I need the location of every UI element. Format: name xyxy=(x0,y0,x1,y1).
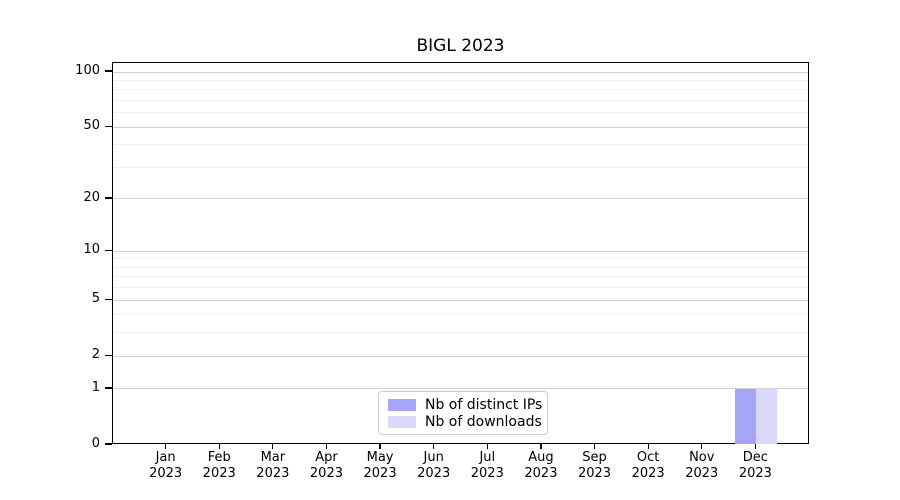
y-tick-1 xyxy=(105,387,112,389)
major-gridline-10 xyxy=(113,250,808,252)
x-tick-jan xyxy=(164,444,167,449)
minor-gridline-4 xyxy=(113,314,808,316)
x-tick-label-feb: Feb 2023 xyxy=(202,450,236,481)
legend-swatch-1 xyxy=(388,416,416,428)
major-gridline-5 xyxy=(113,299,808,301)
minor-gridline-40 xyxy=(113,144,808,146)
minor-gridline-80 xyxy=(113,89,808,91)
y-tick-2 xyxy=(105,354,112,356)
x-tick-label-aug: Aug 2023 xyxy=(524,450,558,481)
y-tick-20 xyxy=(105,197,112,199)
minor-gridline-8 xyxy=(113,266,808,268)
legend-entry-0: Nb of distinct IPs xyxy=(388,397,543,413)
y-tick-label-1: 1 xyxy=(91,379,100,395)
x-tick-label-oct: Oct 2023 xyxy=(631,450,665,481)
x-tick-label-jul: Jul 2023 xyxy=(470,450,504,481)
x-tick-mar xyxy=(272,444,274,449)
x-tick-label-jun: Jun 2023 xyxy=(417,450,451,481)
x-tick-sep xyxy=(593,444,596,449)
y-tick-100 xyxy=(105,70,112,72)
minor-gridline-6 xyxy=(113,287,808,289)
plot-area: Nb of distinct IPs Nb of downloads xyxy=(112,62,809,444)
legend-swatch-0 xyxy=(388,399,416,411)
minor-gridline-60 xyxy=(113,112,808,114)
major-gridline-2 xyxy=(113,355,808,357)
minor-gridline-70 xyxy=(113,100,808,102)
x-tick-apr xyxy=(325,444,328,449)
y-tick-50 xyxy=(105,125,112,127)
x-tick-label-dec: Dec 2023 xyxy=(738,450,772,481)
y-tick-10 xyxy=(105,249,112,251)
y-tick-label-20: 20 xyxy=(83,189,100,205)
y-tick-label-2: 2 xyxy=(91,347,100,363)
x-tick-label-jan: Jan 2023 xyxy=(149,450,183,481)
y-tick-label-5: 5 xyxy=(91,291,100,307)
minor-gridline-3 xyxy=(113,332,808,334)
bar-dec-downloads xyxy=(756,388,778,444)
major-gridline-50 xyxy=(113,126,808,128)
y-tick-label-100: 100 xyxy=(75,63,100,79)
major-gridline-100 xyxy=(113,71,808,73)
x-tick-label-nov: Nov 2023 xyxy=(685,450,719,481)
x-tick-label-mar: Mar 2023 xyxy=(256,450,290,481)
y-tick-label-10: 10 xyxy=(83,242,100,258)
x-tick-may xyxy=(379,444,381,449)
x-tick-label-apr: Apr 2023 xyxy=(309,450,343,481)
x-tick-oct xyxy=(647,444,649,449)
bar-dec-distinct-ips xyxy=(735,388,757,444)
y-tick-5 xyxy=(105,298,112,300)
x-tick-label-sep: Sep 2023 xyxy=(577,450,612,481)
x-tick-label-may: May 2023 xyxy=(363,450,397,481)
x-tick-jul xyxy=(486,444,488,449)
x-tick-feb xyxy=(218,444,220,449)
x-tick-jun xyxy=(433,444,435,449)
legend-entry-1: Nb of downloads xyxy=(388,414,542,430)
legend: Nb of distinct IPs Nb of downloads xyxy=(378,391,548,435)
major-gridline-20 xyxy=(113,198,808,200)
legend-label-0: Nb of distinct IPs xyxy=(425,397,543,413)
major-gridline-1 xyxy=(113,388,808,390)
y-tick-0 xyxy=(105,443,112,445)
minor-gridline-30 xyxy=(113,167,808,168)
chart-title: BIGL 2023 xyxy=(416,36,505,56)
minor-gridline-7 xyxy=(113,276,808,278)
x-tick-dec xyxy=(754,444,757,449)
x-tick-nov xyxy=(701,444,703,449)
y-tick-label-0: 0 xyxy=(91,436,100,451)
y-tick-label-50: 50 xyxy=(83,118,100,134)
x-tick-aug xyxy=(540,444,542,449)
minor-gridline-9 xyxy=(113,258,808,260)
legend-label-1: Nb of downloads xyxy=(425,414,542,430)
minor-gridline-90 xyxy=(113,79,808,81)
